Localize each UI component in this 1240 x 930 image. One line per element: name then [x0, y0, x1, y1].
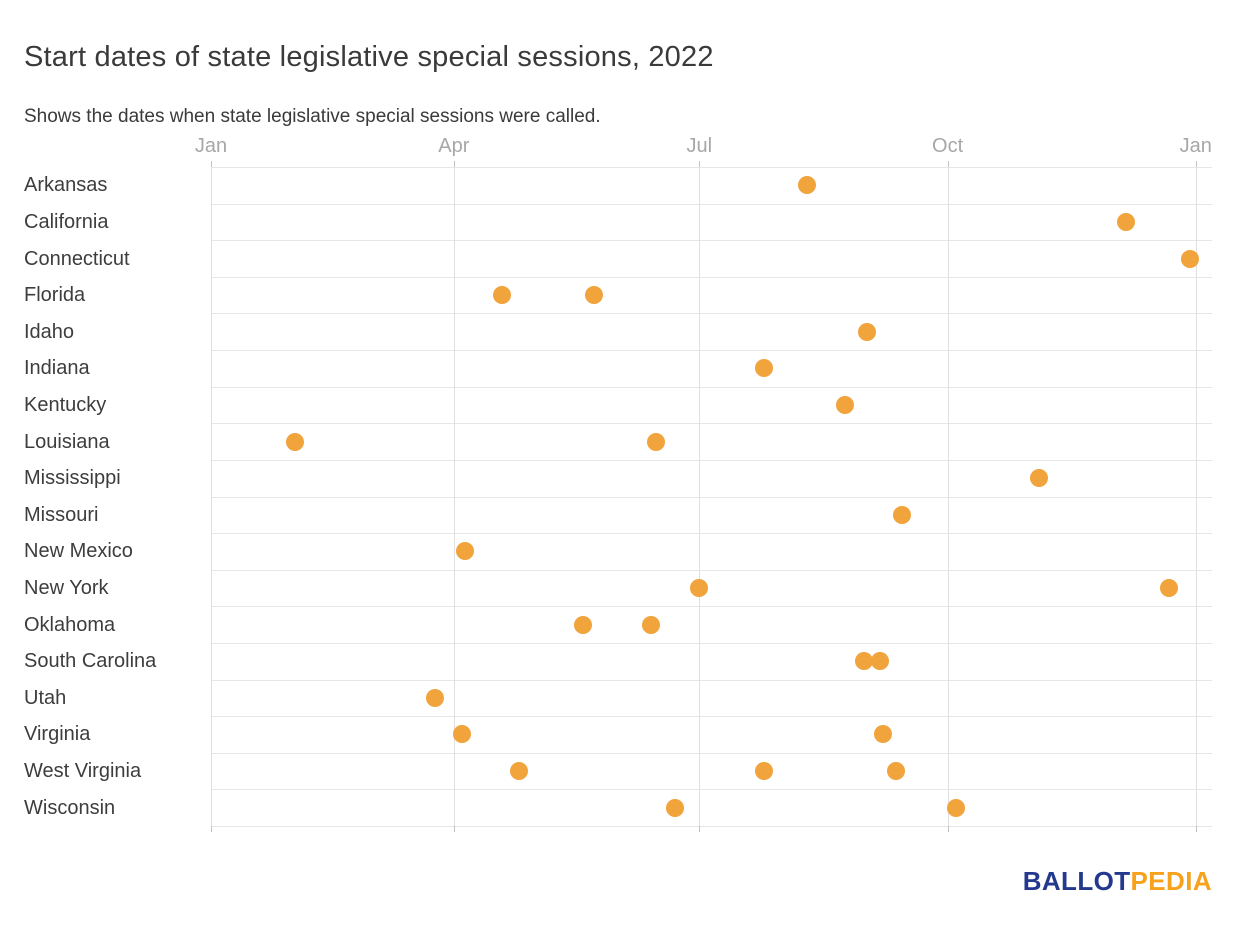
- state-label: Virginia: [24, 723, 91, 746]
- axis-tick-top: [453, 161, 455, 167]
- axis-tick-bottom: [947, 826, 949, 832]
- h-gridline: [211, 606, 1212, 608]
- session-data-point: [755, 359, 774, 378]
- session-data-point: [690, 579, 709, 598]
- axis-tick-bottom: [453, 826, 455, 832]
- session-data-point: [857, 322, 876, 341]
- h-gridline: [211, 276, 1212, 278]
- v-gridline: [1195, 167, 1197, 826]
- session-data-point: [666, 798, 685, 817]
- session-data-point: [1159, 579, 1178, 598]
- session-data-point: [452, 725, 471, 744]
- state-label: California: [24, 210, 109, 233]
- axis-tick-top: [699, 161, 701, 167]
- h-gridline: [211, 313, 1212, 315]
- session-data-point: [574, 615, 593, 634]
- chart-subtitle: Shows the dates when state legislative s…: [24, 106, 601, 127]
- ballotpedia-logo: BALLOTPEDIA: [1023, 866, 1212, 897]
- state-label: Oklahoma: [24, 613, 116, 636]
- session-data-point: [854, 652, 873, 671]
- h-gridline: [211, 716, 1212, 718]
- session-data-point: [641, 615, 660, 634]
- session-data-point: [493, 286, 512, 305]
- session-data-point: [887, 762, 906, 781]
- x-axis-month-label: Jul: [686, 135, 713, 157]
- session-data-point: [1030, 469, 1049, 488]
- session-data-point: [1116, 212, 1135, 231]
- state-label: South Carolina: [24, 650, 157, 673]
- h-gridline: [211, 789, 1212, 791]
- x-axis-month-label: Jan: [1179, 135, 1212, 157]
- h-gridline: [211, 167, 1212, 168]
- session-data-point: [836, 395, 855, 414]
- state-label: Kentucky: [24, 393, 107, 416]
- h-gridline: [211, 423, 1212, 425]
- v-gridline: [947, 167, 949, 826]
- session-data-point: [285, 432, 304, 451]
- session-data-point: [892, 505, 911, 524]
- logo-ballot-text: BALLOT: [1022, 866, 1131, 896]
- axis-tick-bottom: [1195, 826, 1197, 832]
- h-gridline: [211, 752, 1212, 754]
- session-data-point: [647, 432, 666, 451]
- state-label: Arkansas: [24, 174, 108, 197]
- session-data-point: [871, 652, 890, 671]
- h-gridline: [211, 533, 1212, 535]
- h-gridline: [211, 642, 1212, 644]
- logo-pedia-text: PEDIA: [1130, 866, 1212, 896]
- h-gridline: [211, 569, 1212, 571]
- state-label: New Mexico: [24, 540, 133, 563]
- state-label: West Virginia: [24, 760, 142, 783]
- h-gridline: [211, 496, 1212, 498]
- h-gridline: [211, 386, 1212, 388]
- axis-tick-top: [947, 161, 949, 167]
- state-label: Utah: [24, 686, 67, 709]
- state-label: Florida: [24, 284, 86, 307]
- h-gridline: [211, 679, 1212, 681]
- axis-tick-bottom: [211, 826, 212, 832]
- session-data-point: [755, 762, 774, 781]
- x-axis-month-label: Oct: [932, 135, 964, 157]
- state-label: Missouri: [24, 503, 99, 526]
- session-data-point: [873, 725, 892, 744]
- state-label: Mississippi: [24, 467, 121, 490]
- state-label: Idaho: [24, 320, 75, 343]
- h-gridline: [211, 240, 1212, 242]
- axis-tick-bottom: [699, 826, 701, 832]
- state-label: New York: [24, 577, 109, 600]
- session-data-point: [425, 688, 444, 707]
- session-data-point: [946, 798, 965, 817]
- session-data-point: [585, 286, 604, 305]
- state-label: Indiana: [24, 357, 90, 380]
- state-label: Louisiana: [24, 430, 110, 453]
- v-gridline: [211, 167, 212, 826]
- session-data-point: [509, 762, 528, 781]
- h-gridline: [211, 826, 1212, 827]
- session-data-point: [455, 542, 474, 561]
- h-gridline: [211, 203, 1212, 205]
- x-axis-month-label: Jan: [194, 135, 228, 157]
- v-gridline: [699, 167, 701, 826]
- session-data-point: [1181, 249, 1200, 268]
- axis-tick-top: [211, 161, 212, 167]
- axis-tick-top: [1195, 161, 1197, 167]
- session-data-point: [798, 176, 817, 195]
- x-axis-month-label: Apr: [438, 135, 470, 157]
- v-gridline: [453, 167, 455, 826]
- chart-title: Start dates of state legislative special…: [24, 41, 714, 74]
- state-label: Wisconsin: [24, 796, 116, 819]
- state-label: Connecticut: [24, 247, 130, 270]
- h-gridline: [211, 459, 1212, 461]
- h-gridline: [211, 350, 1212, 352]
